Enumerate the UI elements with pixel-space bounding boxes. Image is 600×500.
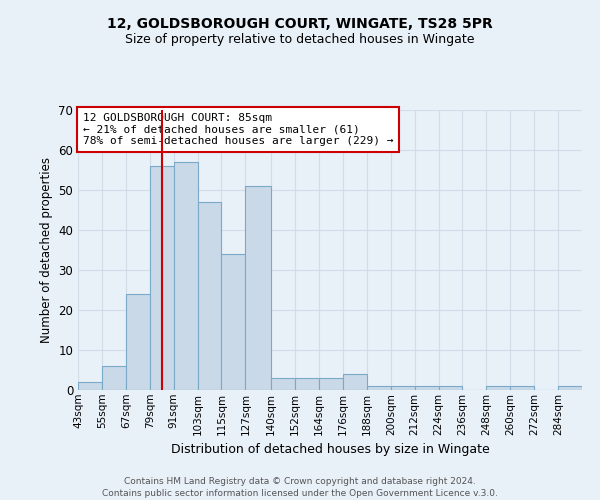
- Bar: [221, 254, 245, 390]
- Bar: [173, 162, 197, 390]
- Text: Contains HM Land Registry data © Crown copyright and database right 2024.: Contains HM Land Registry data © Crown c…: [124, 478, 476, 486]
- Bar: [343, 374, 367, 390]
- Bar: [415, 386, 439, 390]
- Bar: [150, 166, 173, 390]
- Bar: [271, 378, 295, 390]
- Text: 12, GOLDSBOROUGH COURT, WINGATE, TS28 5PR: 12, GOLDSBOROUGH COURT, WINGATE, TS28 5P…: [107, 18, 493, 32]
- Bar: [126, 294, 150, 390]
- Bar: [439, 386, 463, 390]
- Bar: [391, 386, 415, 390]
- Bar: [367, 386, 391, 390]
- Bar: [102, 366, 126, 390]
- Bar: [487, 386, 510, 390]
- Text: Contains public sector information licensed under the Open Government Licence v.: Contains public sector information licen…: [102, 489, 498, 498]
- Bar: [197, 202, 221, 390]
- Bar: [295, 378, 319, 390]
- X-axis label: Distribution of detached houses by size in Wingate: Distribution of detached houses by size …: [170, 443, 490, 456]
- Text: Size of property relative to detached houses in Wingate: Size of property relative to detached ho…: [125, 32, 475, 46]
- Bar: [245, 186, 271, 390]
- Bar: [510, 386, 534, 390]
- Y-axis label: Number of detached properties: Number of detached properties: [40, 157, 53, 343]
- Bar: [319, 378, 343, 390]
- Bar: [78, 382, 102, 390]
- Bar: [558, 386, 582, 390]
- Text: 12 GOLDSBOROUGH COURT: 85sqm
← 21% of detached houses are smaller (61)
78% of se: 12 GOLDSBOROUGH COURT: 85sqm ← 21% of de…: [83, 113, 394, 146]
